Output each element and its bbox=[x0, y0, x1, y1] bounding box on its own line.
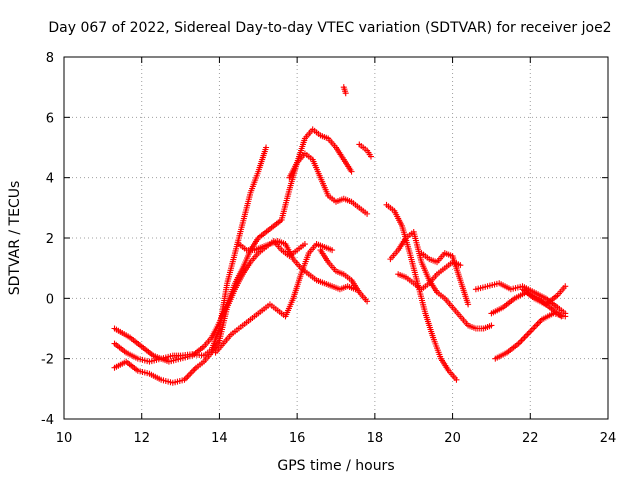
series-track-9 bbox=[356, 141, 374, 160]
y-tick-label: 2 bbox=[46, 232, 54, 247]
data-point bbox=[348, 168, 355, 175]
data-point bbox=[185, 372, 192, 379]
data-point bbox=[191, 366, 198, 373]
y-tick-label: -2 bbox=[41, 353, 54, 368]
data-point bbox=[521, 334, 528, 341]
x-tick-label: 16 bbox=[289, 431, 306, 446]
data-point bbox=[531, 323, 538, 330]
series-track-12 bbox=[395, 259, 464, 293]
data-point bbox=[465, 301, 472, 308]
data-point bbox=[453, 376, 460, 383]
series-track-11 bbox=[387, 228, 495, 332]
y-tick-label: 0 bbox=[46, 292, 54, 307]
series-track-6 bbox=[286, 150, 371, 217]
data-point bbox=[488, 322, 495, 329]
data-point bbox=[187, 370, 194, 377]
data-point bbox=[367, 153, 374, 160]
y-tick-label: -4 bbox=[41, 413, 54, 428]
x-axis-label: GPS time / hours bbox=[277, 458, 394, 474]
series-track-3 bbox=[111, 126, 355, 365]
series-track-17 bbox=[519, 283, 569, 308]
series-track-1 bbox=[111, 144, 270, 365]
x-tick-label: 10 bbox=[56, 431, 73, 446]
data-point bbox=[524, 331, 531, 338]
data-point bbox=[457, 262, 464, 269]
data-point bbox=[364, 210, 371, 217]
x-tick-label: 24 bbox=[600, 431, 617, 446]
data-point bbox=[522, 333, 529, 340]
series-track-10 bbox=[383, 201, 460, 383]
series-track-13 bbox=[418, 250, 472, 308]
data-point bbox=[364, 298, 371, 305]
data-point bbox=[562, 313, 569, 320]
x-tick-label: 22 bbox=[522, 431, 539, 446]
y-tick-label: 6 bbox=[46, 111, 54, 126]
data-point bbox=[263, 144, 270, 151]
y-axis-label: SDTVAR / TECUs bbox=[7, 181, 23, 296]
series-track-4 bbox=[235, 238, 359, 293]
x-tick-label: 12 bbox=[133, 431, 150, 446]
data-point bbox=[518, 337, 525, 344]
data-point bbox=[562, 283, 569, 290]
series-track-16 bbox=[492, 310, 569, 362]
data-point bbox=[184, 373, 191, 380]
y-tick-label: 4 bbox=[46, 172, 54, 187]
data-point bbox=[520, 336, 526, 343]
series-track-7 bbox=[317, 247, 371, 305]
data-point bbox=[525, 330, 532, 337]
x-tick-label: 20 bbox=[444, 431, 461, 446]
data-point bbox=[188, 369, 195, 376]
data-point bbox=[534, 320, 541, 327]
data-point bbox=[342, 90, 349, 97]
data-point bbox=[527, 328, 534, 335]
data-point bbox=[517, 339, 524, 346]
data-point bbox=[533, 322, 540, 329]
x-tick-label: 18 bbox=[367, 431, 384, 446]
series-track-5 bbox=[212, 241, 336, 356]
data-points bbox=[111, 84, 569, 386]
data-point bbox=[329, 247, 336, 254]
series-track-2 bbox=[111, 238, 308, 386]
y-tick-label: 8 bbox=[46, 51, 54, 66]
data-point bbox=[536, 319, 543, 326]
data-point bbox=[528, 327, 535, 334]
data-point bbox=[190, 367, 197, 374]
data-point bbox=[301, 241, 308, 248]
grid bbox=[64, 57, 608, 419]
chart-title: Day 067 of 2022, Sidereal Day-to-day VTE… bbox=[48, 20, 611, 36]
x-tick-label: 14 bbox=[211, 431, 228, 446]
series-track-8 bbox=[340, 84, 349, 97]
data-point bbox=[530, 325, 537, 332]
